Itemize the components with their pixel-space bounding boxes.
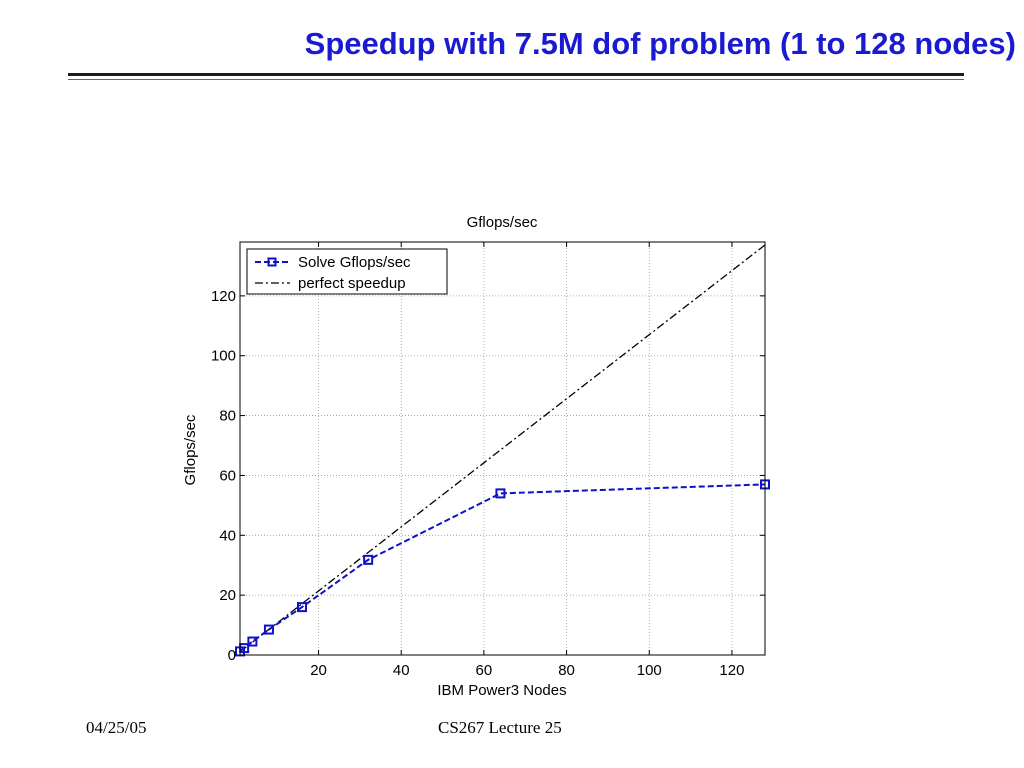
footer-course: CS267 Lecture 25 — [438, 718, 562, 737]
y-tick-label: 40 — [219, 527, 236, 544]
legend-solve-marker — [267, 257, 277, 267]
y-tick-label: 60 — [219, 467, 236, 484]
x-axis-label: IBM Power3 Nodes — [437, 682, 566, 699]
x-tick-label: 120 — [719, 662, 744, 679]
title-underline-shadow — [68, 79, 964, 80]
legend-perfect-label: perfect speedup — [298, 275, 406, 292]
plot-frame — [239, 241, 766, 656]
series-lines — [235, 244, 770, 657]
legend-box — [246, 248, 448, 295]
x-tick-label: 40 — [393, 662, 410, 679]
y-tick-label: 20 — [219, 587, 236, 604]
legend-solve-label: Solve Gflops/sec — [298, 254, 411, 271]
x-tick-label: 60 — [476, 662, 493, 679]
y-tick-label: 100 — [211, 348, 236, 365]
solve-data-point — [247, 636, 258, 647]
title-underline — [68, 73, 964, 76]
solve-data-point — [297, 602, 308, 613]
grid-lines — [240, 242, 765, 655]
solve-gflops-line — [239, 483, 766, 653]
axis-ticks: 20 40 60 80 100 120 0 20 40 60 80 100 120 — [211, 242, 765, 679]
x-tick-label: 80 — [558, 662, 575, 679]
y-tick-label: 0 — [228, 647, 236, 664]
x-tick-label: 20 — [310, 662, 327, 679]
solve-data-point — [495, 488, 506, 499]
chart-title: Gflops/sec — [467, 214, 538, 231]
perfect-speedup-line — [239, 244, 766, 653]
y-axis-label: Gflops/sec — [182, 414, 199, 485]
solve-data-point — [363, 554, 374, 565]
solve-data-point — [263, 624, 274, 635]
footer-date: 04/25/05 — [86, 718, 147, 737]
legend: Solve Gflops/sec perfect speedup — [246, 248, 448, 295]
y-tick-label: 120 — [211, 288, 236, 305]
y-tick-label: 80 — [219, 408, 236, 425]
slide-title: Speedup with 7.5M dof problem (1 to 128 … — [304, 26, 1016, 61]
x-tick-label: 100 — [637, 662, 662, 679]
